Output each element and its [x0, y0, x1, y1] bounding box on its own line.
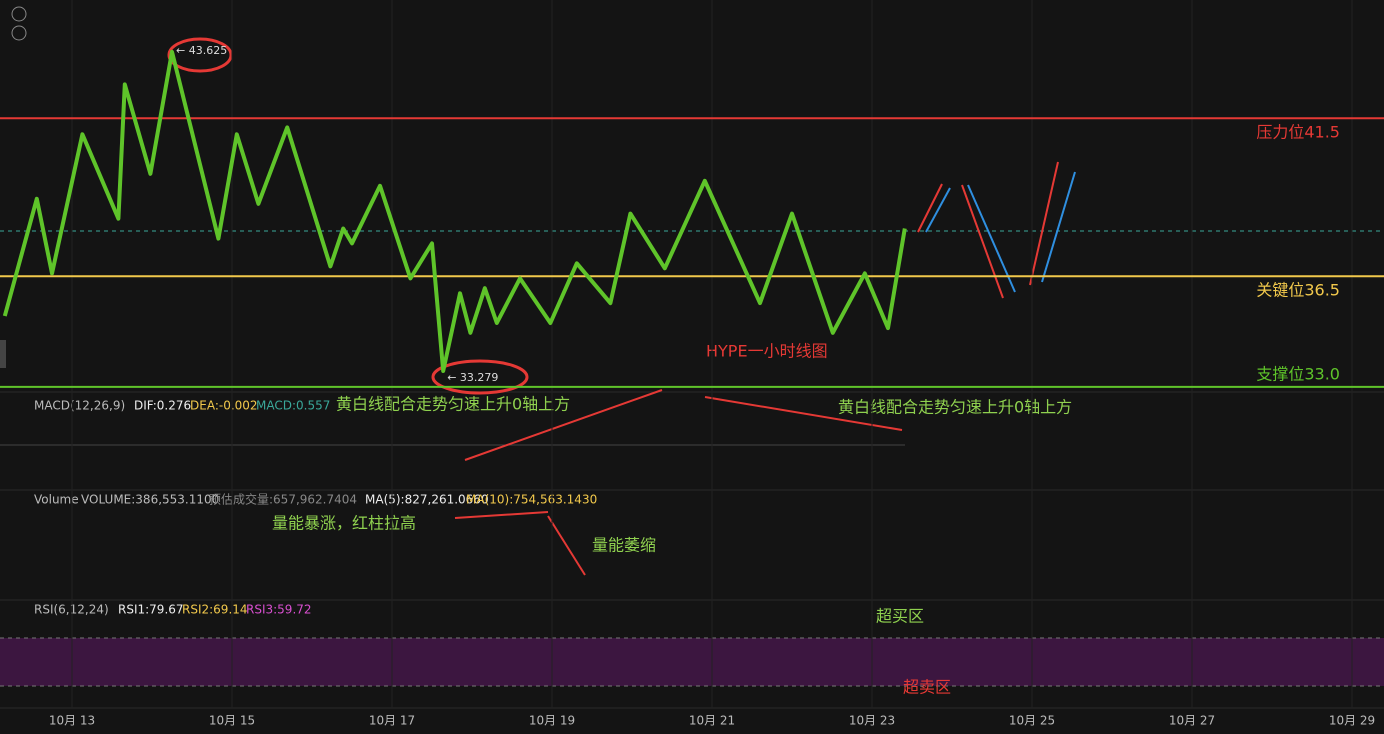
arrow	[547, 515, 586, 576]
volume-name: Volume	[34, 493, 79, 507]
macd-name: MACD(12,26,9)	[34, 399, 125, 413]
x-tick-label: 10月 19	[529, 714, 575, 728]
x-tick-label: 10月 29	[1329, 714, 1375, 728]
arrow	[925, 187, 951, 233]
arrow	[917, 183, 943, 233]
highlight-ellipse	[431, 359, 529, 395]
rsi-name: RSI(6,12,24)	[34, 603, 109, 617]
arrow	[961, 184, 1004, 299]
x-tick-label: 10月 21	[689, 714, 735, 728]
level-label: 关键位36.5	[1256, 281, 1340, 300]
annotation: 量能萎缩	[592, 536, 656, 555]
annotation: 黄白线配合走势匀速上升0轴上方	[336, 395, 570, 414]
arrow	[464, 389, 663, 461]
button[interactable]	[11, 6, 27, 22]
annotation: 黄白线配合走势匀速上升0轴上方	[838, 398, 1072, 417]
volume-ma10: MA(10):754,563.1430	[466, 493, 597, 507]
price-extreme: ← 33.279	[447, 371, 498, 384]
rsi1: RSI1:79.67	[118, 603, 184, 617]
rsi-band	[0, 638, 1384, 686]
x-tick-label: 10月 15	[209, 714, 255, 728]
level-label: 压力位41.5	[1256, 123, 1340, 142]
highlight-ellipse	[167, 37, 233, 73]
price-extreme: ← 43.625	[176, 44, 227, 57]
x-tick-label: 10月 25	[1009, 714, 1055, 728]
x-tick-label: 10月 27	[1169, 714, 1215, 728]
price-line	[2, 49, 907, 373]
arrow	[704, 396, 903, 431]
volume-estimate: 预估成交量:657,962.7404	[209, 492, 357, 507]
x-tick-label: 10月 17	[369, 714, 415, 728]
rsi3: RSI3:59.72	[246, 603, 312, 617]
annotation: 超买区	[876, 607, 924, 626]
macd-dif: DIF:0.276	[134, 399, 191, 413]
macd-value: MACD:0.557	[256, 399, 330, 413]
volume-value: VOLUME:386,553.1100	[81, 493, 219, 507]
forecast-arrows	[454, 161, 1076, 576]
annotation: 量能暴涨，红柱拉高	[272, 514, 416, 533]
annotation: 超卖区	[903, 678, 951, 697]
chart-title: HYPE一小时线图	[706, 342, 828, 361]
x-tick-label: 10月 23	[849, 714, 895, 728]
arrow	[1029, 161, 1059, 286]
arrow	[1041, 171, 1076, 283]
x-tick-label: 10月 13	[49, 714, 95, 728]
side-handle[interactable]	[0, 340, 6, 368]
rsi2: RSI2:69.14	[182, 603, 248, 617]
arrow	[967, 184, 1016, 293]
volume-ma5: MA(5):827,261.0660	[365, 493, 489, 507]
macd-dea: DEA:-0.002	[190, 399, 258, 413]
level-label: 支撑位33.0	[1256, 364, 1340, 383]
arrow	[454, 511, 549, 519]
button[interactable]	[11, 25, 27, 41]
